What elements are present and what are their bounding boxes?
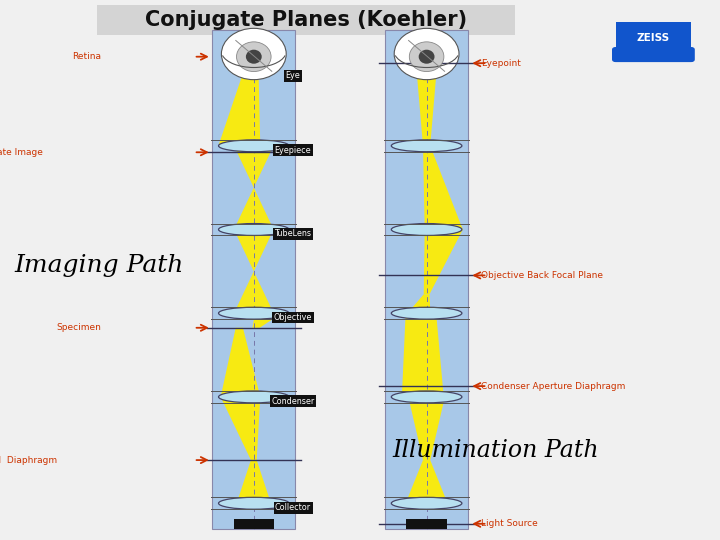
Ellipse shape	[219, 307, 289, 319]
Ellipse shape	[395, 28, 459, 79]
Ellipse shape	[419, 50, 435, 64]
Text: TubeLens: TubeLens	[274, 230, 312, 238]
FancyBboxPatch shape	[233, 519, 274, 529]
FancyBboxPatch shape	[406, 519, 446, 529]
Polygon shape	[408, 397, 445, 460]
Polygon shape	[234, 271, 274, 313]
Polygon shape	[423, 230, 463, 294]
Ellipse shape	[219, 497, 289, 509]
Text: Objective: Objective	[274, 313, 312, 322]
Text: ZEISS: ZEISS	[636, 33, 670, 43]
Text: Objective Back Focal Plane: Objective Back Focal Plane	[481, 271, 603, 280]
FancyBboxPatch shape	[97, 5, 515, 35]
Polygon shape	[234, 188, 274, 230]
Text: Intermediate Image: Intermediate Image	[0, 148, 43, 157]
Text: Field  Diaphragm: Field Diaphragm	[0, 456, 58, 464]
FancyBboxPatch shape	[616, 22, 691, 54]
Text: Retina: Retina	[72, 52, 101, 61]
Text: Eyepoint: Eyepoint	[481, 59, 521, 68]
Polygon shape	[402, 313, 444, 397]
Ellipse shape	[392, 307, 462, 319]
Polygon shape	[220, 397, 260, 460]
Ellipse shape	[219, 391, 289, 403]
Polygon shape	[423, 146, 463, 230]
FancyBboxPatch shape	[385, 30, 468, 529]
Polygon shape	[415, 54, 438, 146]
Text: Eyepiece: Eyepiece	[275, 146, 311, 154]
Text: Collector: Collector	[275, 503, 311, 512]
Text: Eye: Eye	[286, 71, 300, 80]
Ellipse shape	[236, 42, 271, 71]
Polygon shape	[253, 313, 282, 328]
Ellipse shape	[392, 140, 462, 152]
Polygon shape	[220, 328, 260, 397]
Polygon shape	[405, 460, 448, 503]
Text: Specimen: Specimen	[56, 323, 101, 332]
Ellipse shape	[219, 224, 289, 235]
Polygon shape	[218, 54, 260, 146]
Ellipse shape	[219, 140, 289, 152]
Polygon shape	[237, 460, 271, 503]
Ellipse shape	[246, 50, 262, 64]
Ellipse shape	[392, 391, 462, 403]
Text: Condenser Aperture Diaphragm: Condenser Aperture Diaphragm	[481, 382, 626, 390]
FancyBboxPatch shape	[212, 30, 295, 529]
Ellipse shape	[392, 224, 462, 235]
Text: Illumination Path: Illumination Path	[392, 440, 599, 462]
Polygon shape	[408, 294, 431, 313]
Polygon shape	[234, 146, 274, 188]
Text: Imaging Path: Imaging Path	[14, 254, 184, 277]
Ellipse shape	[392, 497, 462, 509]
FancyBboxPatch shape	[612, 47, 695, 62]
Ellipse shape	[222, 28, 287, 79]
Text: Conjugate Planes (Koehler): Conjugate Planes (Koehler)	[145, 10, 467, 30]
Text: Condenser: Condenser	[271, 397, 315, 406]
Text: Light Source: Light Source	[481, 519, 538, 528]
Ellipse shape	[410, 42, 444, 71]
Polygon shape	[234, 230, 274, 271]
